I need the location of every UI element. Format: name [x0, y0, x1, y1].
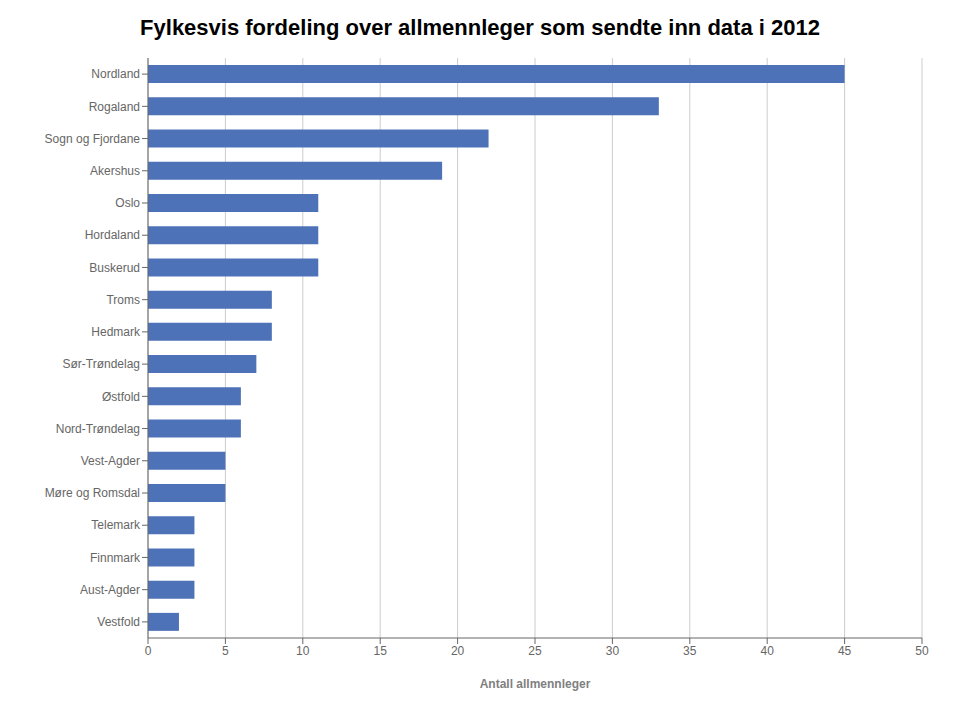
- svg-text:Sogn og Fjordane: Sogn og Fjordane: [45, 132, 141, 146]
- svg-text:Antall allmennleger: Antall allmennleger: [480, 677, 591, 691]
- svg-text:Rogaland: Rogaland: [89, 100, 140, 114]
- svg-text:45: 45: [838, 644, 852, 658]
- svg-text:Hordaland: Hordaland: [85, 228, 140, 242]
- svg-text:Oslo: Oslo: [115, 196, 140, 210]
- svg-text:Troms: Troms: [106, 293, 140, 307]
- html-text:Fylkesvis fordeling over allme: Fylkesvis fordeling over allmennleger so…: [140, 15, 820, 40]
- svg-text:Hedmark: Hedmark: [91, 325, 141, 339]
- svg-text:Østfold: Østfold: [102, 390, 140, 404]
- svg-text:40: 40: [761, 644, 775, 658]
- svg-text:50: 50: [915, 644, 929, 658]
- svg-text:15: 15: [374, 644, 388, 658]
- svg-text:Vestfold: Vestfold: [97, 615, 140, 629]
- svg-text:Møre og Romsdal: Møre og Romsdal: [45, 486, 140, 500]
- svg-text:Nordland: Nordland: [91, 67, 140, 81]
- svg-text:Finnmark: Finnmark: [90, 551, 141, 565]
- svg-text:Vest-Agder: Vest-Agder: [81, 454, 140, 468]
- svg-text:Aust-Agder: Aust-Agder: [80, 583, 140, 597]
- svg-text:Buskerud: Buskerud: [89, 261, 140, 275]
- svg-text:30: 30: [606, 644, 620, 658]
- svg-text:10: 10: [296, 644, 310, 658]
- svg-text:0: 0: [145, 644, 152, 658]
- svg-text:35: 35: [683, 644, 697, 658]
- svg-text:20: 20: [451, 644, 465, 658]
- svg-text:Akershus: Akershus: [90, 164, 140, 178]
- svg-text:25: 25: [528, 644, 542, 658]
- svg-text:Sør-Trøndelag: Sør-Trøndelag: [62, 357, 140, 371]
- svg-text:5: 5: [222, 644, 229, 658]
- svg-text:Nord-Trøndelag: Nord-Trøndelag: [56, 422, 140, 436]
- svg-text:Telemark: Telemark: [91, 518, 141, 532]
